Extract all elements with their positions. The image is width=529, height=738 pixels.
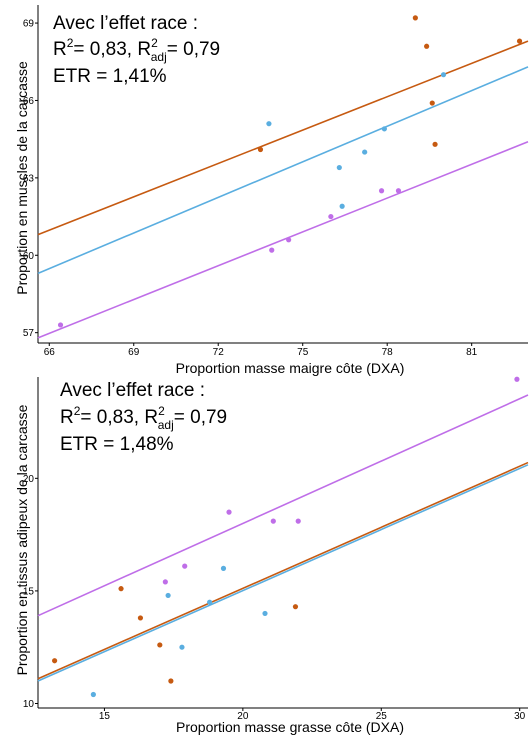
y-tick-label: 15 (23, 586, 35, 597)
data-point-orange (516, 38, 523, 44)
data-point-purple (295, 518, 301, 524)
data-point-blue (266, 121, 272, 127)
x-axis-label: Proportion masse maigre côte (DXA) (176, 360, 405, 376)
x-tick-label: 20 (237, 711, 249, 722)
x-tick-label: 72 (213, 347, 225, 358)
regression-line-orange (37, 40, 529, 236)
x-tick-label: 81 (466, 347, 478, 358)
data-point-blue (179, 644, 185, 650)
data-point-purple (182, 563, 188, 569)
y-tick-label: 60 (23, 251, 35, 262)
annotation-etr: ETR = 1,48% (60, 434, 174, 455)
data-point-blue (339, 203, 345, 209)
annotation-etr: ETR = 1,41% (53, 66, 167, 87)
data-point-purple (378, 188, 385, 194)
data-point-blue (262, 610, 268, 617)
data-point-orange (52, 658, 58, 664)
data-point-blue (336, 164, 342, 171)
data-point-orange (257, 146, 264, 153)
data-point-orange (137, 615, 144, 621)
data-point-orange (424, 43, 430, 49)
annotation-r2: R2= 0,83, R2 adj= 0,79 (60, 404, 227, 432)
data-point-blue (440, 72, 447, 78)
plot-area-muscle: 66 69 72 75 78 81 57 60 63 66 69 (23, 5, 529, 358)
data-point-orange (412, 15, 418, 21)
regression-line-orange (37, 461, 529, 680)
x-tick-label: 25 (376, 711, 388, 722)
data-point-orange (157, 642, 163, 648)
annotation-r2: R2= 0,83, R2 adj= 0,79 (53, 36, 220, 64)
regression-line-blue (37, 464, 529, 682)
x-tick-label: 69 (128, 347, 140, 358)
data-point-orange (432, 141, 438, 147)
x-tick-label: 15 (99, 711, 111, 722)
annotation-title: Avec l’effet race : (53, 13, 198, 34)
data-point-purple (395, 188, 402, 194)
x-tick-label: 78 (382, 347, 394, 358)
y-tick-label: 10 (23, 699, 35, 710)
data-point-purple (270, 518, 276, 524)
data-point-orange (118, 586, 124, 592)
y-axis-label: Proportion en muscles de la carcasse (14, 61, 30, 295)
x-tick-label: 30 (514, 711, 526, 722)
data-point-purple (57, 322, 64, 328)
stats-annotation: Avec l’effet race : R2= 0,83, R2 adj= 0,7… (53, 13, 220, 87)
data-point-blue (381, 126, 387, 132)
data-point-purple (162, 579, 168, 585)
data-point-orange (429, 100, 435, 106)
data-point-purple (226, 509, 232, 515)
y-tick-label: 66 (23, 96, 35, 107)
x-tick-label: 75 (297, 347, 309, 358)
data-point-orange (168, 678, 174, 684)
data-point-blue (362, 149, 368, 155)
data-point-blue (220, 565, 227, 571)
regression-line-blue (37, 66, 529, 275)
data-point-blue (90, 691, 96, 698)
data-point-purple (286, 237, 292, 243)
y-axis-label: Proportion en tissus adipeux de la carca… (14, 404, 30, 675)
y-tick-label: 69 (23, 19, 35, 30)
plot-area-adipose: 15 20 25 30 10 15 20 (23, 376, 529, 722)
y-tick-label: 20 (23, 474, 35, 485)
regression-line-purple (37, 141, 529, 339)
chart-adipose: 15 20 25 30 10 15 20 Proportion masse grasse c… (14, 376, 529, 735)
data-point-purple (328, 213, 334, 220)
data-point-blue (207, 599, 213, 605)
x-tick-label: 66 (44, 347, 56, 358)
data-point-purple (269, 247, 275, 253)
y-tick-label: 63 (23, 173, 35, 184)
annotation-title: Avec l’effet race : (60, 380, 205, 401)
y-tick-label: 57 (23, 328, 35, 339)
regression-line-purple (37, 394, 529, 617)
stats-annotation: Avec l’effet race : R2= 0,83, R2 adj= 0,7… (60, 380, 227, 455)
data-point-blue (165, 592, 171, 599)
data-point-purple (514, 376, 520, 382)
x-axis-label: Proportion masse grasse côte (DXA) (176, 719, 404, 735)
data-point-orange (292, 604, 299, 610)
